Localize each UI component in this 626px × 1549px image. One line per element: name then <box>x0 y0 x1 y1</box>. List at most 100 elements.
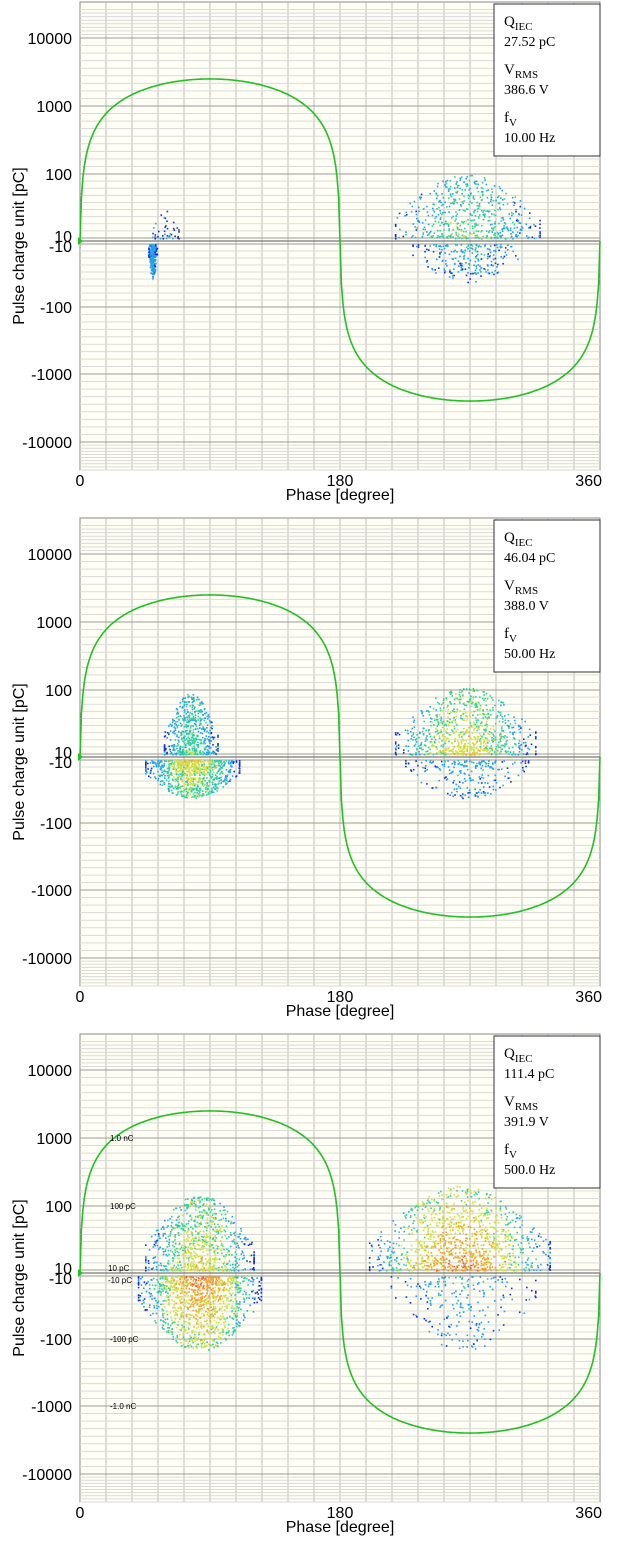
pd-pulse-point <box>457 184 459 187</box>
pd-pulse-point <box>177 750 180 752</box>
pd-pulse-point <box>161 765 163 768</box>
pd-pulse-point <box>439 731 441 734</box>
pd-pulse-point <box>443 697 445 700</box>
pd-pulse-point <box>193 1200 196 1203</box>
pd-pulse-point <box>443 765 445 768</box>
pd-pulse-point <box>509 217 511 220</box>
pd-pulse-point <box>209 1338 212 1340</box>
pd-pulse-point <box>157 777 160 780</box>
pd-pulse-point <box>438 741 440 743</box>
pd-pulse-point <box>488 786 491 788</box>
pd-pulse-point <box>539 219 541 222</box>
pd-pulse-point <box>199 1279 202 1282</box>
pd-pulse-point <box>234 1234 236 1237</box>
pd-pulse-point <box>459 787 462 789</box>
pd-pulse-point <box>467 223 469 225</box>
pd-pulse-point <box>213 1203 215 1205</box>
pd-pulse-point <box>488 751 490 754</box>
pd-pulse-point <box>198 1231 200 1234</box>
pd-pulse-point <box>150 261 153 263</box>
pd-pulse-point <box>167 777 170 780</box>
pd-pulse-point <box>443 268 445 271</box>
pd-pulse-point <box>498 249 500 252</box>
pd-pulse-point <box>176 720 179 723</box>
pd-pulse-point <box>188 695 190 698</box>
pd-pulse-point <box>197 710 200 712</box>
pd-pulse-point <box>151 760 153 762</box>
pd-pulse-point <box>188 763 191 765</box>
pd-pulse-point <box>155 777 157 780</box>
pd-pulse-point <box>178 718 180 721</box>
pd-pulse-point <box>170 760 173 763</box>
pd-pulse-point <box>496 244 498 246</box>
pd-pulse-point <box>216 772 218 774</box>
pd-pulse-point <box>447 705 449 707</box>
pd-pulse-point <box>480 230 483 233</box>
pd-pulse-point <box>470 779 472 782</box>
pd-pulse-point <box>474 703 477 705</box>
pd-pulse-point <box>508 753 510 755</box>
pd-pulse-point <box>197 719 200 721</box>
pd-pulse-point <box>202 727 205 730</box>
pd-pulse-point <box>468 264 471 267</box>
pd-pulse-point <box>186 753 189 756</box>
pd-pulse-point <box>494 214 497 217</box>
pd-pulse-point <box>444 252 446 254</box>
pd-pulse-point <box>446 223 448 225</box>
pd-pulse-point <box>477 258 479 261</box>
pd-pulse-point <box>180 1209 182 1211</box>
pd-pulse-point <box>485 765 487 768</box>
pd-pulse-point <box>467 245 469 247</box>
pd-pulse-point <box>195 1237 197 1240</box>
pd-pulse-point <box>205 1199 208 1201</box>
pd-pulse-point <box>409 202 412 205</box>
pd-pulse-point <box>225 760 228 762</box>
pd-pulse-point <box>490 264 493 266</box>
pd-pulse-point <box>507 777 510 779</box>
pd-pulse-point <box>221 1266 223 1268</box>
pd-pulse-point <box>192 788 194 791</box>
pd-pulse-point <box>435 244 437 246</box>
pd-pulse-point <box>475 705 478 708</box>
pd-pulse-point <box>172 731 174 734</box>
pd-pulse-point <box>209 774 211 777</box>
pd-pulse-point <box>189 1215 191 1217</box>
pd-pulse-point <box>202 1341 205 1344</box>
pd-pulse-point <box>186 732 188 735</box>
pd-pulse-point <box>454 263 456 265</box>
pd-pulse-point <box>204 791 207 793</box>
pd-pulse-point <box>445 697 448 699</box>
pd-pulse-point <box>176 734 178 736</box>
pd-pulse-point <box>231 1279 233 1282</box>
pd-pulse-point <box>196 696 199 698</box>
pd-pulse-point <box>180 752 182 754</box>
pd-pulse-point <box>199 709 202 711</box>
pd-pulse-point <box>502 257 504 259</box>
pd-pulse-point <box>158 765 160 767</box>
pd-pulse-point <box>474 248 477 251</box>
pd-pulse-point <box>495 717 497 719</box>
pd-pulse-point <box>196 1243 199 1246</box>
pd-pulse-point <box>191 790 193 793</box>
pd-pulse-point <box>507 249 509 251</box>
pd-pulse-point <box>163 749 166 751</box>
pd-pulse-point <box>451 753 454 755</box>
pd-pulse-point <box>478 709 481 711</box>
pd-pulse-point <box>155 262 157 265</box>
pd-pulse-point <box>155 1229 158 1232</box>
pd-pulse-point <box>223 764 226 767</box>
pd-pulse-point <box>446 265 448 267</box>
pd-pulse-point <box>504 735 506 737</box>
pd-pulse-point <box>154 264 156 266</box>
y-tick-label: 100 <box>45 683 72 700</box>
pd-pulse-point <box>412 254 414 257</box>
pd-pulse-point <box>442 196 445 199</box>
pd-pulse-point <box>187 784 189 787</box>
pd-pulse-point <box>207 736 210 738</box>
pd-pulse-point <box>180 793 183 795</box>
pd-pulse-point <box>480 721 483 724</box>
pd-pulse-point <box>476 205 479 207</box>
pd-pulse-point <box>176 735 178 738</box>
pd-pulse-point <box>192 778 195 781</box>
pd-pulse-point <box>183 715 185 717</box>
